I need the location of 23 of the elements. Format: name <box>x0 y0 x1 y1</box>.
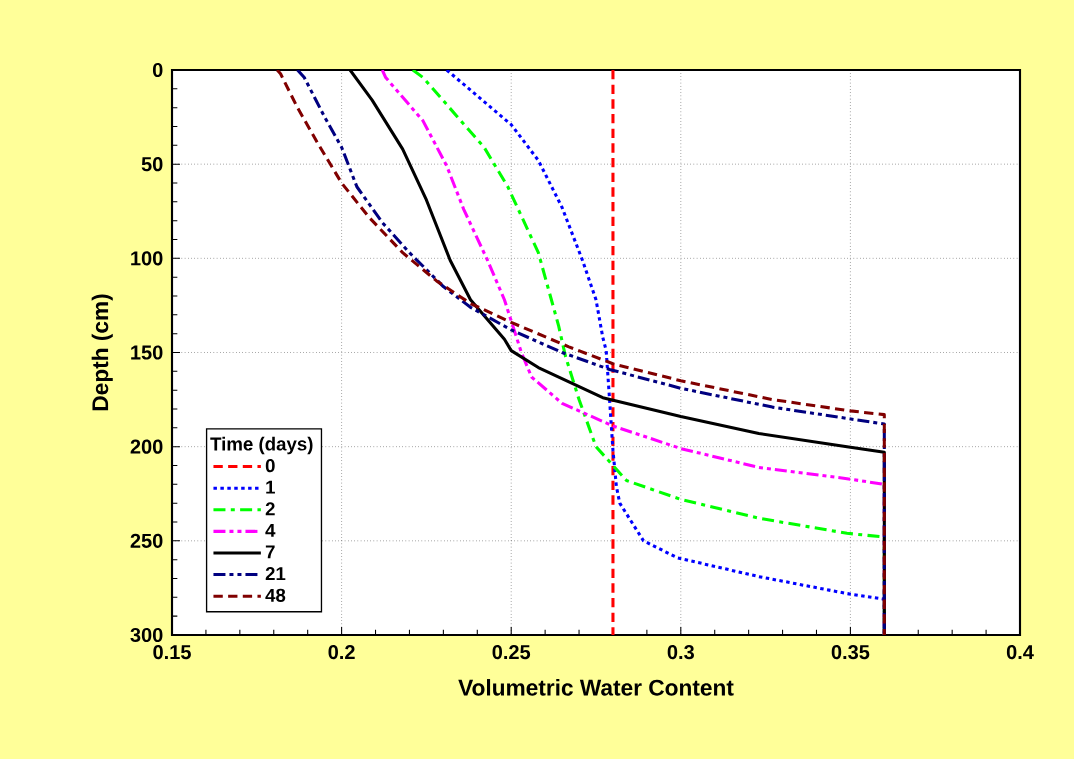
y-tick-label: 200 <box>130 439 163 454</box>
y-tick-label: 250 <box>130 533 163 548</box>
legend-label: 7 <box>265 545 275 559</box>
legend-label: 1 <box>266 480 275 494</box>
x-axis-title: Volumetric Water Content <box>458 679 734 696</box>
legend-label: 0 <box>265 459 275 473</box>
y-tick-label: 0 <box>152 62 163 78</box>
legend-label: 2 <box>265 502 275 516</box>
x-tick-label: 0.2 <box>328 645 355 660</box>
x-tick-label: 0.3 <box>667 645 694 660</box>
y-tick-label: 50 <box>141 157 163 172</box>
legend-label: 4 <box>265 523 276 537</box>
y-tick-label: 100 <box>131 251 163 266</box>
legend-title: Time (days) <box>210 436 313 455</box>
x-tick-label: 0.4 <box>1006 645 1034 660</box>
legend-label: 21 <box>265 566 286 581</box>
y-tick-label: 300 <box>130 627 163 643</box>
legend-label: 48 <box>265 588 286 602</box>
x-tick-label: 0.25 <box>492 645 531 660</box>
y-tick-label: 150 <box>131 345 163 360</box>
x-tick-label: 0.35 <box>831 645 870 660</box>
x-tick-label: 0.15 <box>153 645 191 660</box>
y-axis-title: Depth (cm) <box>91 294 113 411</box>
